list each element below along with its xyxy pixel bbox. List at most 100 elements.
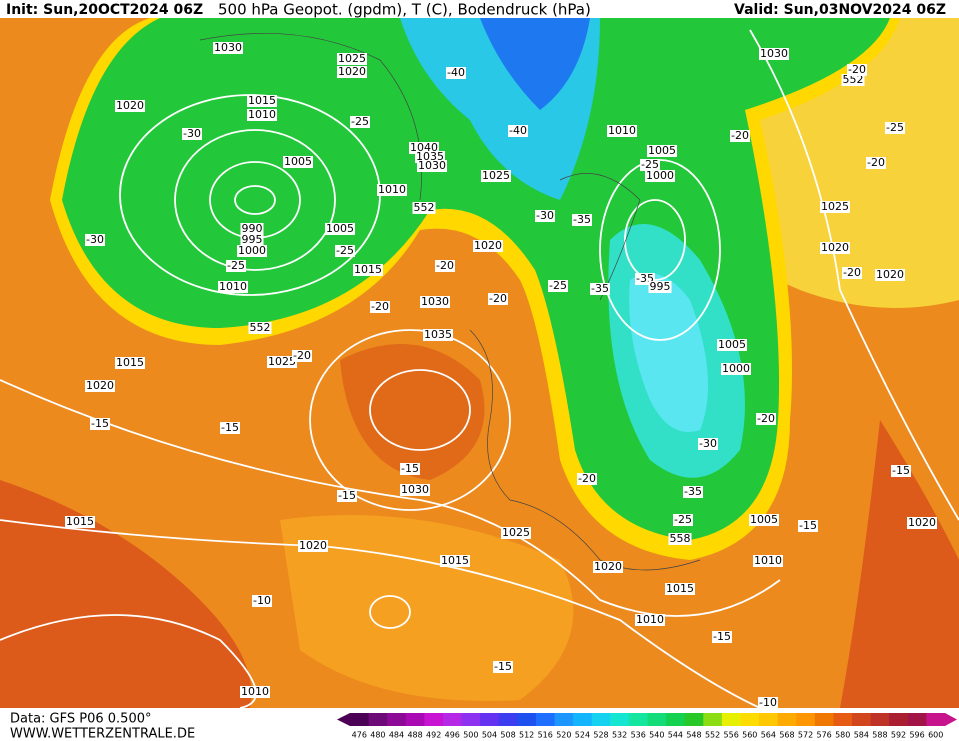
isobar-label: 552 — [843, 73, 864, 86]
isobar-label: 1000 — [238, 244, 266, 257]
isobar-label: 1000 — [722, 362, 750, 375]
colorbar-swatch — [387, 713, 407, 726]
cold-core-inner — [629, 273, 708, 432]
label-background — [247, 95, 277, 107]
colorbar-tick-label: 484 — [389, 731, 404, 740]
colorbar-tick-label: 552 — [705, 731, 720, 740]
label-background — [350, 116, 370, 128]
label-background — [535, 210, 555, 222]
isobar-label: -40 — [447, 66, 465, 79]
isobar-label: 1040 — [410, 141, 438, 154]
label-background — [665, 583, 695, 595]
colorbar-tick-label: 520 — [556, 731, 571, 740]
label-background — [213, 42, 243, 54]
isobar — [0, 379, 781, 617]
isobar-label: 1010 — [248, 108, 276, 121]
isobar — [174, 129, 336, 271]
colorbar-tick-label: 548 — [686, 731, 701, 740]
isobar — [624, 199, 686, 281]
label-background — [90, 418, 110, 430]
isobar-label: 1005 — [326, 222, 354, 235]
colorbar-tick-label: 480 — [370, 731, 385, 740]
isobar-label: 1010 — [636, 613, 664, 626]
label-background — [417, 160, 447, 172]
label-background — [435, 260, 455, 272]
isobar — [369, 595, 411, 629]
isobar-label: 1015 — [354, 263, 382, 276]
isobar-label: -20 — [731, 129, 749, 142]
label-background — [226, 260, 246, 272]
label-background — [607, 125, 637, 137]
colorbar-swatch — [777, 713, 797, 726]
label-background — [400, 484, 430, 496]
colorbar-tick-label: 504 — [482, 731, 497, 740]
colorbar-tick-label: 560 — [742, 731, 757, 740]
label-background — [220, 422, 240, 434]
label-background — [240, 686, 270, 698]
colorbar-tick-label: 588 — [872, 731, 887, 740]
colorbar-swatch — [573, 713, 593, 726]
colorbar-swatch — [833, 713, 853, 726]
isobar-label: 1000 — [646, 169, 674, 182]
colorbar-tick-label: 572 — [798, 731, 813, 740]
isobar-label: -20 — [757, 412, 775, 425]
isobar-label: 1030 — [421, 295, 449, 308]
isobar-label: 1025 — [502, 526, 530, 539]
label-background — [508, 125, 528, 137]
isobar-label: 1030 — [760, 47, 788, 60]
label-background — [248, 322, 272, 334]
isobar-label: 995 — [242, 233, 263, 246]
label-background — [488, 293, 508, 305]
colorbar-swatch — [721, 713, 741, 726]
isobar-label: 1025 — [268, 355, 296, 368]
isobar-label: -35 — [684, 485, 702, 498]
label-background — [423, 329, 453, 341]
isobar-label: -25 — [549, 279, 567, 292]
isobar-label: 1020 — [821, 241, 849, 254]
label-background — [481, 170, 511, 182]
colorbar-tick-label: 524 — [575, 731, 590, 740]
label-background — [577, 473, 597, 485]
colorbar-tick-label: 584 — [854, 731, 869, 740]
label-background — [370, 301, 390, 313]
label-background — [446, 67, 466, 79]
label-background — [590, 283, 610, 295]
isobar-label: 1025 — [482, 169, 510, 182]
colorbar-tick-label: 596 — [909, 731, 924, 740]
colorbar-swatch — [907, 713, 927, 726]
label-background — [298, 540, 328, 552]
label-background — [115, 357, 145, 369]
label-background — [717, 339, 747, 351]
label-background — [885, 122, 905, 134]
label-background — [907, 517, 937, 529]
label-background — [240, 234, 264, 246]
label-background — [400, 463, 420, 475]
colorbar-swatch — [517, 713, 537, 726]
label-background — [283, 156, 313, 168]
header-bar — [0, 0, 959, 18]
label-background — [377, 184, 407, 196]
colorbar-tick-label: 516 — [538, 731, 553, 740]
label-background — [730, 130, 750, 142]
isobar-label: -30 — [183, 127, 201, 140]
isobar-label: 1005 — [750, 513, 778, 526]
colorbar-swatch — [852, 713, 872, 726]
isobar-label: -20 — [293, 349, 311, 362]
isobar-label: -15 — [401, 462, 419, 475]
colorbar-tick-label: 488 — [407, 731, 422, 740]
isobar-label: -20 — [848, 63, 866, 76]
cold-core-deep — [480, 18, 590, 110]
isobar-label: -25 — [351, 115, 369, 128]
label-background — [337, 490, 357, 502]
isobar — [0, 519, 761, 709]
isobar-label: -25 — [674, 513, 692, 526]
colorbar-swatch — [442, 713, 463, 726]
isobar-label: -20 — [843, 266, 861, 279]
isobar-label: 1030 — [214, 41, 242, 54]
isobar-label: -30 — [536, 209, 554, 222]
isobar-label: -15 — [338, 489, 356, 502]
isobar-label: 1035 — [416, 150, 444, 163]
isobar-label: 1020 — [594, 560, 622, 573]
isobar-label: 1030 — [418, 159, 446, 172]
colorbar-tick-label: 544 — [668, 731, 683, 740]
